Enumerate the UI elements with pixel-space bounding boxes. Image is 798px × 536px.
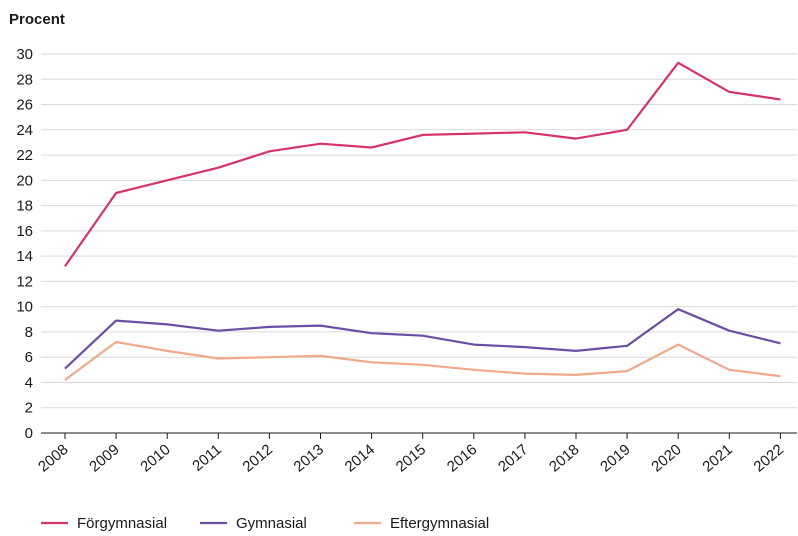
- x-tick-label: 2010: [137, 441, 173, 475]
- y-tick-label: 10: [16, 299, 33, 316]
- x-tick-label: 2021: [699, 441, 735, 475]
- x-tick-label: 2022: [750, 441, 786, 475]
- y-tick-label: 26: [16, 97, 33, 114]
- series-line-förgymnasial: [64, 61, 781, 267]
- y-tick-label: 12: [16, 273, 33, 290]
- x-tick-label: 2011: [189, 441, 225, 475]
- legend-label: Eftergymnasial: [390, 515, 489, 532]
- y-tick-label: 0: [25, 425, 33, 442]
- y-tick-label: 8: [25, 324, 33, 341]
- x-tick-label: 2014: [342, 441, 378, 475]
- series-lines: [64, 61, 781, 381]
- series-line-eftergymnasial: [64, 340, 781, 381]
- x-tick-label: 2013: [291, 441, 327, 475]
- y-tick-label: 6: [25, 349, 33, 366]
- y-tick-label: 16: [16, 223, 33, 240]
- y-tick-label: 20: [16, 172, 33, 189]
- x-tick-label: 2017: [495, 441, 531, 475]
- y-axis-title: Procent: [9, 11, 65, 28]
- x-tick-labels: 2008 2009 2010 2011 2012 2013 2014 2015 2016 2017…: [35, 441, 787, 475]
- y-tick-label: 18: [16, 198, 33, 215]
- y-tick-label: 4: [25, 374, 33, 391]
- x-tick-label: 2015: [393, 441, 429, 475]
- y-tick-label: 14: [16, 248, 33, 265]
- x-tick-label: 2008: [35, 441, 71, 475]
- legend-label: Förgymnasial: [77, 515, 167, 532]
- series-line-gymnasial: [64, 308, 781, 370]
- x-tick-label: 2020: [648, 441, 684, 475]
- y-tick-label: 24: [16, 122, 33, 139]
- y-tick-label: 28: [16, 71, 33, 88]
- axes: [41, 432, 797, 439]
- x-tick-label: 2009: [86, 441, 122, 475]
- y-tick-label: 2: [25, 400, 33, 417]
- legend: Förgymnasial Gymnasial Eftergymnasial: [41, 515, 489, 532]
- x-tick-label: 2016: [444, 441, 480, 475]
- legend-label: Gymnasial: [236, 515, 307, 532]
- y-tick-label: 22: [16, 147, 33, 164]
- x-tick-label: 2012: [239, 441, 275, 475]
- gridlines: [41, 53, 797, 409]
- x-tick-label: 2019: [597, 441, 633, 475]
- y-tick-label: 30: [16, 46, 33, 63]
- x-tick-label: 2018: [546, 441, 582, 475]
